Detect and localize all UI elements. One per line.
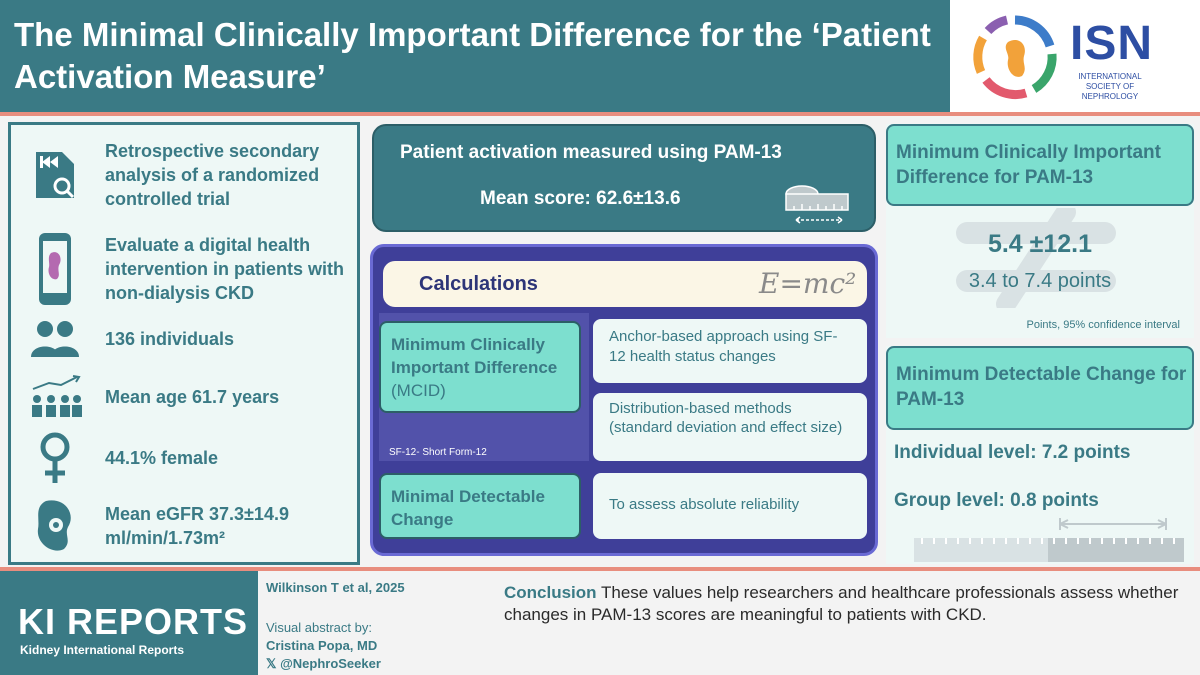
slash-decoration-icon <box>956 208 1116 308</box>
conclusion-text: These values help researchers and health… <box>504 583 1179 624</box>
mdc-individual: Individual level: 7.2 points <box>894 442 1131 463</box>
mcid-result-panel: Minimum Clinically Important Difference … <box>886 124 1194 338</box>
phone-kidney-icon <box>39 233 71 305</box>
measuring-tape-icon <box>785 185 849 224</box>
mdc-label-box: Minimal Detectable Change <box>379 473 581 539</box>
mdc-result-panel: Minimum Detectable Change for PAM-13 Ind… <box>886 346 1194 564</box>
conclusion-label: Conclusion <box>504 583 597 602</box>
people-icon <box>31 321 79 357</box>
mcid-value: 5.4 ±12.1 <box>987 230 1093 258</box>
distribution-method-text: Distribution-based methods (standard dev… <box>609 400 843 436</box>
isn-subtitle: INTERNATIONAL SOCIETY OF NEPHROLOGY <box>1078 72 1142 101</box>
mdc-result-header: Minimum Detectable Change for PAM-13 <box>886 346 1194 430</box>
citation: Wilkinson T et al, 2025 <box>266 580 405 595</box>
list-item: Mean eGFR 37.3±14.9 ml/min/1.73m² <box>25 497 350 555</box>
journal-subtitle: Kidney International Reports <box>20 643 185 657</box>
ki-reports-logo: KI REPORTS Kidney International Reports <box>0 571 258 675</box>
anchor-method-card: Anchor-based approach using SF-12 health… <box>593 319 867 383</box>
mdc-result-title: Minimum Detectable Change for PAM-13 <box>896 364 1187 410</box>
author-handle: 𝕏 @NephroSeeker <box>266 656 381 671</box>
mcid-abbreviation: (MCID) <box>391 381 446 400</box>
mcid-label: Minimum Clinically Important Difference <box>391 335 558 377</box>
mdc-group: Group level: 0.8 points <box>894 490 1099 511</box>
study-details-panel: Retrospective secondary analysis of a ra… <box>8 122 360 565</box>
female-percent-text: 44.1% female <box>105 448 219 468</box>
list-item: 44.1% female <box>25 431 350 485</box>
visual-abstract-label: Visual abstract by: <box>266 620 372 635</box>
list-item: 136 individuals <box>25 319 350 359</box>
calculations-header: Calculations E=mc² <box>383 261 867 307</box>
page-title: The Minimal Clinically Important Differe… <box>14 16 931 95</box>
mean-age-text: Mean age 61.7 years <box>105 387 280 407</box>
sample-size-text: 136 individuals <box>105 329 235 349</box>
mcid-range: 3.4 to 7.4 points <box>968 270 1112 292</box>
calculations-title: Calculations <box>419 273 538 295</box>
mean-score-text: Mean score: 62.6±13.6 <box>480 188 681 209</box>
divider <box>0 567 1200 571</box>
objective-text: Evaluate a digital health intervention i… <box>105 235 345 303</box>
study-design-text: Retrospective secondary analysis of a ra… <box>105 141 320 209</box>
list-item: Mean age 61.7 years <box>25 375 350 419</box>
list-item: Evaluate a digital health intervention i… <box>25 231 350 307</box>
pam-measure-box: Patient activation measured using PAM-13… <box>372 124 876 232</box>
kidney-gear-icon <box>37 500 71 551</box>
list-item: Retrospective secondary analysis of a ra… <box>25 139 350 211</box>
formula-text: E=mc² <box>759 267 857 300</box>
journal-name: KI REPORTS <box>18 601 249 642</box>
anchor-method-text: Anchor-based approach using SF-12 health… <box>609 328 838 365</box>
mcid-label-box: Minimum Clinically Important Difference … <box>379 321 581 413</box>
isn-ring-icon <box>973 15 1057 100</box>
pam-measure-text: Patient activation measured using PAM-13 <box>400 142 782 163</box>
mdc-label: Minimal Detectable Change <box>391 487 545 529</box>
reliability-card: To assess absolute reliability <box>593 473 867 539</box>
mcid-result-title: Minimum Clinically Important Difference … <box>896 142 1161 188</box>
age-group-icon <box>32 375 82 417</box>
female-icon <box>40 432 70 483</box>
rewind-search-icon <box>36 152 75 199</box>
mcid-note: Points, 95% confidence interval <box>1026 319 1180 331</box>
reliability-text: To assess absolute reliability <box>609 496 800 513</box>
author-name: Cristina Popa, MD <box>266 638 378 653</box>
isn-wordmark: ISN <box>1070 17 1154 70</box>
distribution-method-card: Distribution-based methods (standard dev… <box>593 393 867 461</box>
mcid-result-header: Minimum Clinically Important Difference … <box>886 124 1194 206</box>
calculations-panel: Calculations E=mc² Minimum Clinically Im… <box>370 244 878 556</box>
sf12-footnote: SF-12- Short Form-12 <box>389 447 487 458</box>
mean-egfr-text: Mean eGFR 37.3±14.9 ml/min/1.73m² <box>105 504 289 548</box>
header-banner: The Minimal Clinically Important Differe… <box>0 0 950 112</box>
divider <box>0 112 1200 116</box>
conclusion: Conclusion These values help researchers… <box>504 582 1184 626</box>
ruler-icon <box>914 518 1184 562</box>
isn-logo: ISN INTERNATIONAL SOCIETY OF NEPHROLOGY <box>950 0 1200 112</box>
